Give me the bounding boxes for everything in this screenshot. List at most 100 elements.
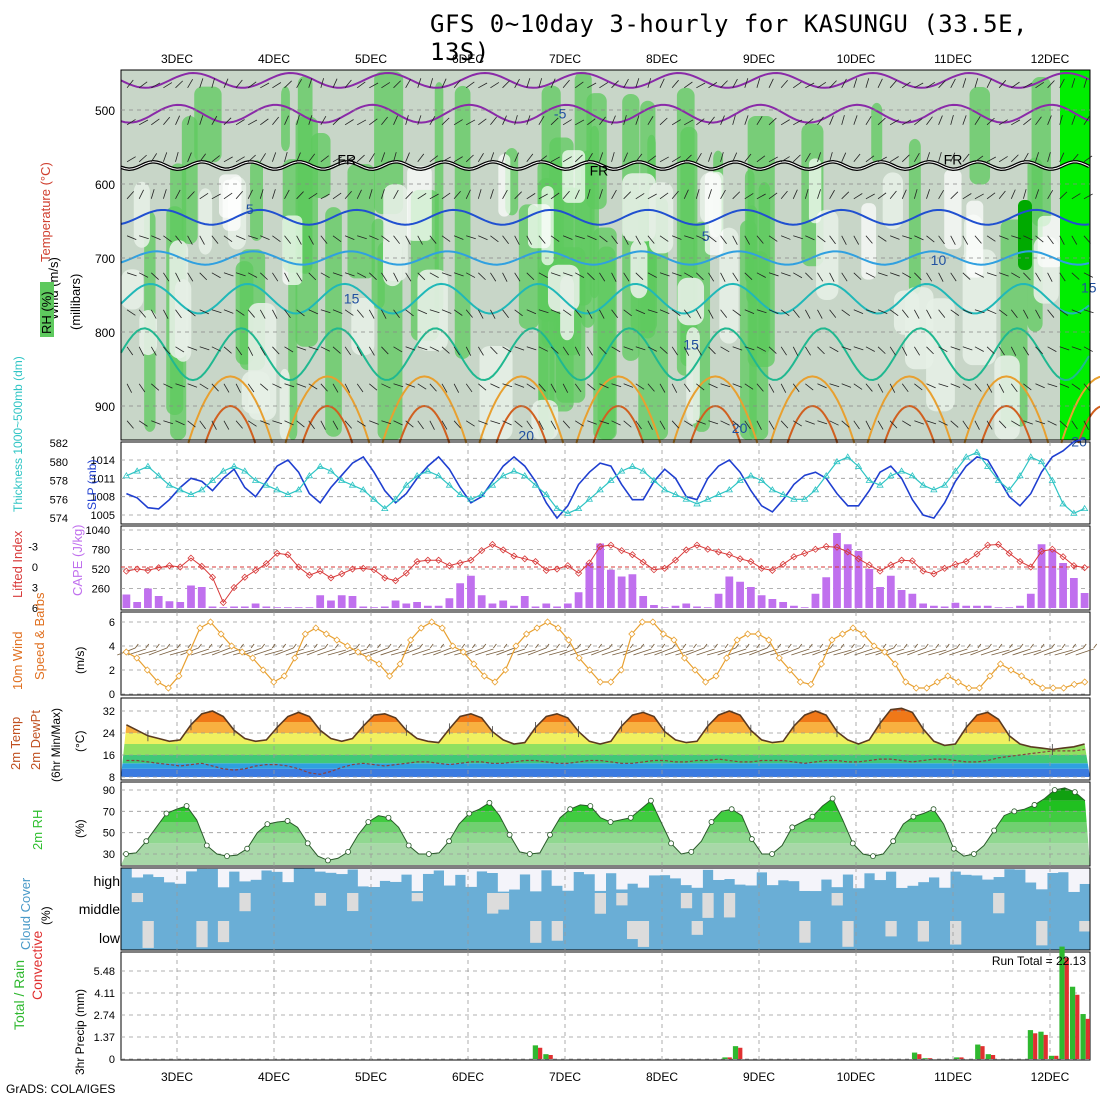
rh-cell-dry xyxy=(861,203,876,279)
cloud-gap xyxy=(702,893,713,918)
lifted-tick: -3 xyxy=(28,542,38,554)
cape-bar xyxy=(327,601,335,609)
pressure-tick: 600 xyxy=(95,178,115,192)
rh-cell-dry xyxy=(175,279,191,362)
precip-convective-bar xyxy=(738,1048,742,1059)
cloud-high-gap xyxy=(713,868,724,880)
contour-label: FR xyxy=(337,152,356,168)
rh-band xyxy=(121,779,1090,790)
slp-frame xyxy=(121,442,1090,524)
rh2m-point xyxy=(467,811,472,816)
cape-bar xyxy=(1070,578,1078,608)
date-label-top: 5DEC xyxy=(355,52,387,66)
pressure-tick: 900 xyxy=(95,400,115,414)
rh2m-point xyxy=(870,854,875,859)
cape-bar xyxy=(553,607,561,609)
cloud-gap xyxy=(347,893,358,911)
cloud-high-gap xyxy=(466,868,477,887)
rh2m-point xyxy=(224,854,229,859)
cloud-gap xyxy=(218,921,229,942)
date-label-bottom: 6DEC xyxy=(452,1070,484,1084)
contour-label: 10 xyxy=(931,252,947,268)
wind-speed-point xyxy=(713,673,719,679)
wind-speed-line xyxy=(126,622,1084,688)
rh-cell-dry xyxy=(944,170,961,250)
precip-total-bar xyxy=(1080,1014,1085,1059)
cloud-high-gap xyxy=(832,868,843,887)
pressure-tick: 800 xyxy=(95,326,115,340)
cape-bar xyxy=(338,595,346,608)
cloud-high-gap xyxy=(681,868,692,885)
cloud-high-gap xyxy=(982,868,993,880)
rh2m-point xyxy=(770,852,775,857)
rh2m-axis-label: 2m RH xyxy=(30,810,45,850)
cape-tick: 260 xyxy=(92,584,110,596)
wind-speed-point xyxy=(313,625,319,631)
wind-speed-point xyxy=(1061,685,1067,691)
rh2m-point xyxy=(547,832,552,837)
contour-label: 20 xyxy=(518,428,534,444)
cloud-high-gap xyxy=(789,868,800,881)
cloud-high-gap xyxy=(444,868,455,886)
rh2m-point xyxy=(931,807,936,812)
date-label-top: 3DEC xyxy=(161,52,193,66)
wind-barb-10m xyxy=(862,644,865,648)
wind-speed-point xyxy=(1040,685,1046,691)
contour-label: 15 xyxy=(1081,280,1097,296)
cape-bar xyxy=(672,606,680,608)
thickness-tick: 580 xyxy=(50,457,68,469)
slp-tick: 1005 xyxy=(91,510,115,522)
wind-speed-point xyxy=(955,679,961,685)
wind-barb-10m xyxy=(830,644,833,648)
rh2m-point xyxy=(891,839,896,844)
cape-bar xyxy=(542,604,550,609)
rh2m-point xyxy=(749,837,754,842)
cape-bar xyxy=(413,602,421,608)
cloud-high-gap xyxy=(756,868,767,872)
cloud-high-gap xyxy=(153,868,164,877)
rh2m-point xyxy=(628,815,633,820)
precip-total-bar xyxy=(1070,987,1075,1059)
cloud-high-gap xyxy=(358,868,369,886)
cloud-gap xyxy=(616,893,627,905)
rh2m-point xyxy=(325,858,330,863)
thickness-tick: 576 xyxy=(50,494,68,506)
rh-band xyxy=(121,833,1090,844)
cloud-high-gap xyxy=(530,868,541,891)
cloud-high-gap xyxy=(616,868,627,889)
wind-speed-point xyxy=(334,637,340,643)
cloud-high-gap xyxy=(778,868,789,880)
wind-barb-10m xyxy=(1094,644,1097,648)
cape-bar xyxy=(962,606,970,608)
cape-bar xyxy=(155,596,163,608)
cloud-gap xyxy=(239,893,250,911)
cloud-high-gap xyxy=(638,868,649,888)
rh-cell xyxy=(347,164,374,278)
date-label-bottom: 9DEC xyxy=(743,1070,775,1084)
cloud-gap xyxy=(196,921,207,947)
cape-bar xyxy=(661,607,669,608)
rh2m-point xyxy=(709,820,714,825)
cloud-high-gap xyxy=(143,868,154,874)
wind-barb-10m xyxy=(925,644,928,648)
temp-tick: 24 xyxy=(103,728,115,740)
cape-bar xyxy=(629,574,637,608)
rh2m-point xyxy=(689,849,694,854)
precip-tick: 1.37 xyxy=(94,1032,115,1044)
temp-axis-unit: (°C) xyxy=(73,731,87,752)
cape-bar xyxy=(381,607,389,609)
slp-axis-label: SLP (mb) xyxy=(85,460,99,510)
wind-speed-point xyxy=(1071,681,1077,687)
cape-bar xyxy=(467,576,475,608)
rh2m-point xyxy=(850,841,855,846)
precip-convective-bar xyxy=(549,1055,553,1059)
cape-bar xyxy=(887,576,895,608)
rh2m-point xyxy=(204,843,209,848)
rh-band xyxy=(121,790,1090,801)
wind-speed-point xyxy=(745,631,751,637)
thickness-tick: 582 xyxy=(50,438,68,450)
rh2m-point xyxy=(406,843,411,848)
cloud-high-gap xyxy=(552,868,563,886)
rh2m-point xyxy=(285,818,290,823)
cape-bar xyxy=(187,586,195,609)
